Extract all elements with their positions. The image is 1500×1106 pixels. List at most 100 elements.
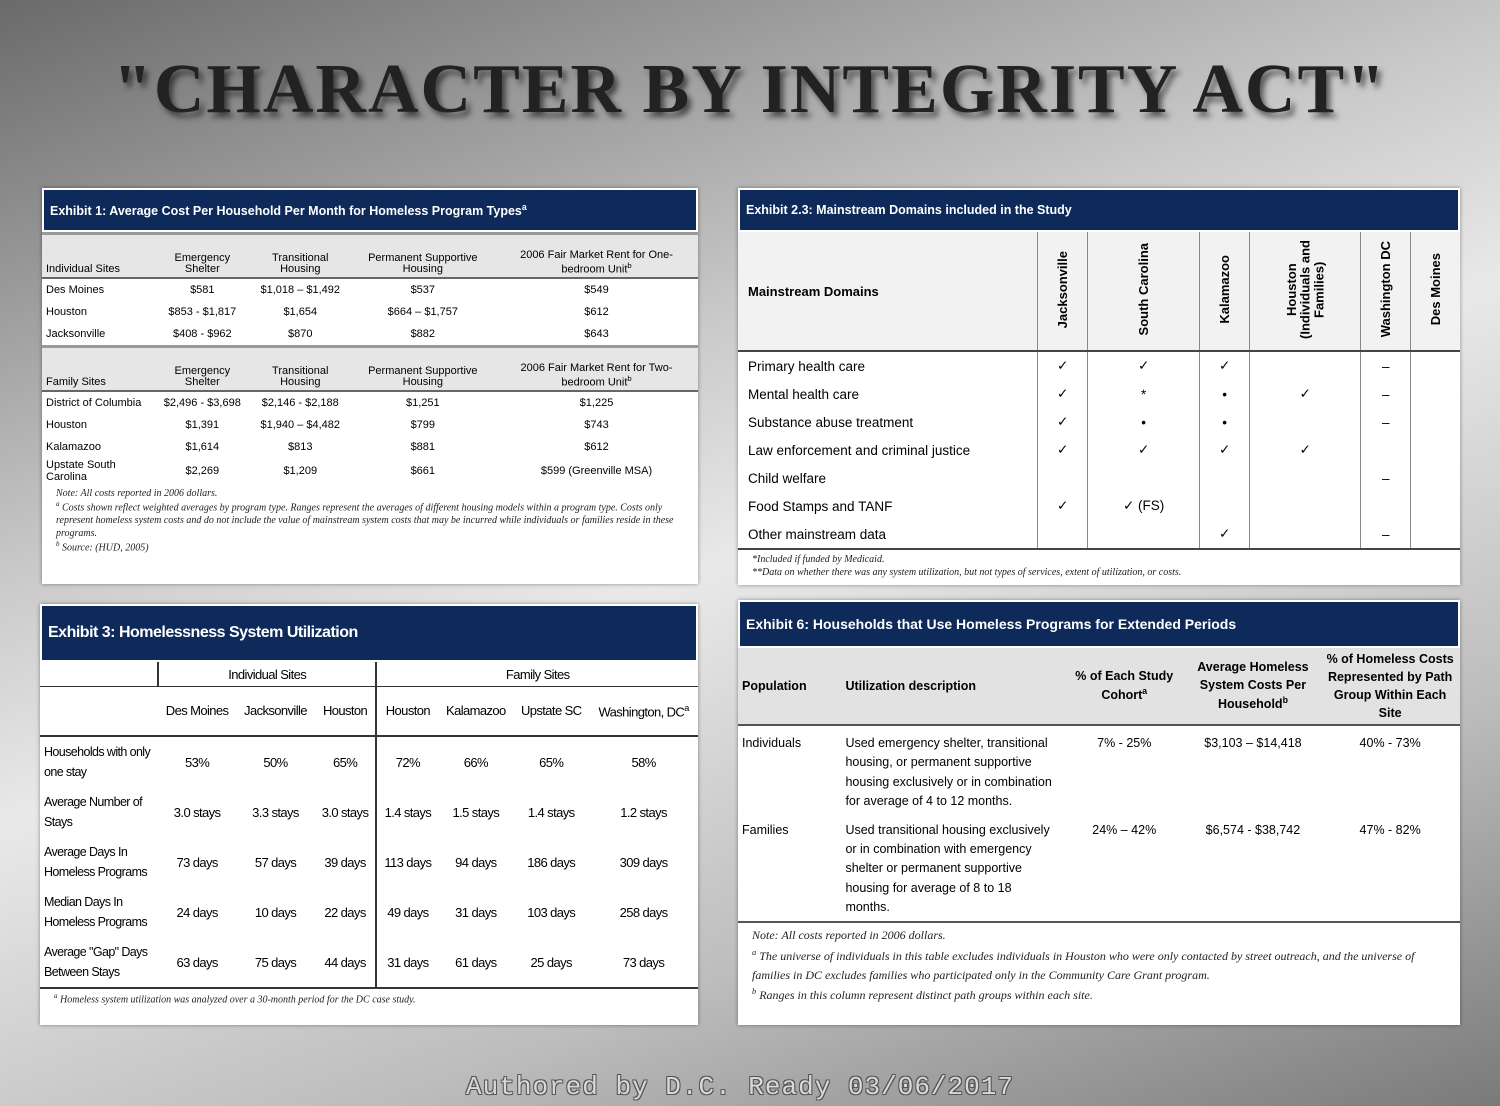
cell-text: 2006 Fair Market Rent for Two-bedroom Un… xyxy=(520,362,673,389)
cell: 31 days xyxy=(375,937,439,989)
cell: $3,103 – $14,418 xyxy=(1204,736,1302,750)
cell-text: % of Each Study Cohort xyxy=(1075,669,1174,703)
data-row: Primary health care ✓ ✓ ✓ – xyxy=(738,351,1460,380)
column-header: Washington, DCa xyxy=(589,686,698,737)
cell xyxy=(1410,520,1460,550)
column-header: % of Each Study Cohorta xyxy=(1062,648,1186,726)
cell: $1,251 xyxy=(405,397,440,409)
cell: 94 days xyxy=(455,854,497,870)
cell: $612 xyxy=(584,306,609,318)
column-header: Des Moines xyxy=(158,686,237,737)
cell: ✓ xyxy=(1036,380,1088,408)
panel-header: Exhibit 3: Homelessness System Utilizati… xyxy=(42,606,696,660)
cell: 3.0 stays xyxy=(321,804,369,820)
cell: $743 xyxy=(584,419,609,431)
cell-text: 2006 Fair Market Rent for One-bedroom Un… xyxy=(520,249,673,276)
cell: ✓ xyxy=(1036,351,1088,380)
cell: 22 days xyxy=(324,904,366,920)
data-row: Food Stamps and TANF ✓ ✓ (FS) xyxy=(738,492,1460,520)
cell: 3.0 stays xyxy=(173,804,221,820)
cell: Households with only one stay xyxy=(44,745,151,779)
notes: Note: All costs reported in 2006 dollars… xyxy=(738,923,1460,1008)
cell: 309 days xyxy=(619,854,669,870)
cell: $6,574 - $38,742 xyxy=(1185,812,1321,924)
cell: $599 (Greenville MSA) xyxy=(540,465,653,477)
cell: Other mainstream data xyxy=(738,520,1038,550)
cell xyxy=(1249,408,1361,436)
cell: – xyxy=(1360,520,1411,550)
column-label: Des Moines xyxy=(1427,253,1443,326)
cell: 186 days xyxy=(527,854,576,870)
column-header: Mainstream Domains xyxy=(738,232,1038,352)
column-header: Average Homeless System Costs Per Househ… xyxy=(1185,648,1321,726)
cell: ✓ xyxy=(1198,351,1250,380)
footer: Authored by D.C. Ready 03/06/2017 xyxy=(466,1072,1014,1102)
data-row: Jacksonville $408 - $962 $870 $882 $643 xyxy=(42,323,698,347)
column-header: Houston xyxy=(375,686,439,737)
column-header: Population xyxy=(738,648,842,726)
column-header: Individual Sites xyxy=(42,232,155,279)
cell: Average Number of Stays xyxy=(44,795,143,829)
cell: • xyxy=(1198,380,1250,408)
footnote-mark: b xyxy=(752,986,757,996)
panel-header: Exhibit 6: Households that Use Homeless … xyxy=(740,602,1458,646)
note: *Included if funded by Medicaid. xyxy=(752,554,885,565)
note: Note: All costs reported in 2006 dollars… xyxy=(752,926,1446,945)
cell xyxy=(1249,520,1361,550)
column-header: Emergency Shelter xyxy=(154,232,250,279)
cell xyxy=(1360,492,1411,520)
blank-header xyxy=(40,662,158,687)
footnote-mark: b xyxy=(56,540,60,549)
column-header: 2006 Fair Market Rent for Two-bedroom Un… xyxy=(495,345,698,392)
column-label: Washington DC xyxy=(1377,241,1393,338)
cell: ✓ xyxy=(1249,380,1361,408)
data-row: Child welfare – xyxy=(738,464,1460,492)
cell: 58% xyxy=(631,754,656,770)
cell: Law enforcement and criminal justice xyxy=(748,442,971,458)
cell: Primary health care xyxy=(748,358,866,374)
footnote-mark: a xyxy=(684,702,689,713)
cell: 65% xyxy=(539,754,564,770)
cell: 1.4 stays xyxy=(375,787,439,837)
exhibit-1: Exhibit 1: Average Cost Per Household Pe… xyxy=(42,188,698,584)
cell: $664 – $1,757 xyxy=(387,306,458,318)
column-label: Jacksonville xyxy=(1054,250,1070,329)
note-text: Note: All costs reported in 2006 dollars… xyxy=(56,488,218,499)
cell: $1,391 xyxy=(185,419,220,431)
note: a Costs shown reflect weighted averages … xyxy=(56,500,684,540)
footnote-mark: b xyxy=(1282,695,1288,706)
column-header: 2006 Fair Market Rent for One-bedroom Un… xyxy=(495,232,698,279)
cell: $1,225 xyxy=(579,397,614,409)
cell: Houston xyxy=(46,419,87,431)
cell: 7% - 25% xyxy=(1097,736,1152,750)
cell: $643 xyxy=(584,328,609,340)
data-row: Average Days In Homeless Programs 73 days… xyxy=(40,837,698,887)
cell: 1.2 stays xyxy=(620,804,667,820)
data-row: Des Moines $581 $1,018 – $1,492 $537 $549 xyxy=(42,278,698,301)
cell: ✓ xyxy=(1198,436,1250,464)
column-label: South Carolina xyxy=(1135,243,1151,336)
cell: – xyxy=(1360,351,1411,380)
column-header: Emergency Shelter xyxy=(154,345,250,392)
cell: 3.3 stays xyxy=(252,804,299,820)
cell: District of Columbia xyxy=(46,397,142,409)
cell: 44 days xyxy=(314,937,377,989)
cell: $799 xyxy=(410,419,436,431)
cell xyxy=(1410,436,1460,464)
cell: $581 xyxy=(190,284,215,296)
cell xyxy=(1410,408,1460,436)
header-row: Population Utilization description% of Ea… xyxy=(738,648,1460,726)
panel-title: Exhibit 3: Homelessness System Utilizati… xyxy=(48,624,358,641)
slide-title: "CHARACTER BY INTEGRITY ACT" xyxy=(113,51,1387,128)
note: a Homeless system utilization was analyz… xyxy=(54,992,684,1006)
data-row: Families Used transitional housing exclus… xyxy=(738,812,1460,924)
utilization-table: Individual Sites Family Sites Des Moines Ja… xyxy=(40,662,698,989)
note: **Data on whether there was any system u… xyxy=(752,567,1182,578)
cell: Mental health care xyxy=(748,386,860,402)
cell: Upstate South Carolina xyxy=(46,459,116,483)
data-row: Average Number of Stays 3.0 stays 3.3 stay… xyxy=(40,787,698,837)
data-row: Houston $853 - $1,817 $1,654 $664 – $1,757 $… xyxy=(42,301,698,323)
cell: 50% xyxy=(263,754,288,770)
column-header: Des Moines xyxy=(1410,232,1460,352)
